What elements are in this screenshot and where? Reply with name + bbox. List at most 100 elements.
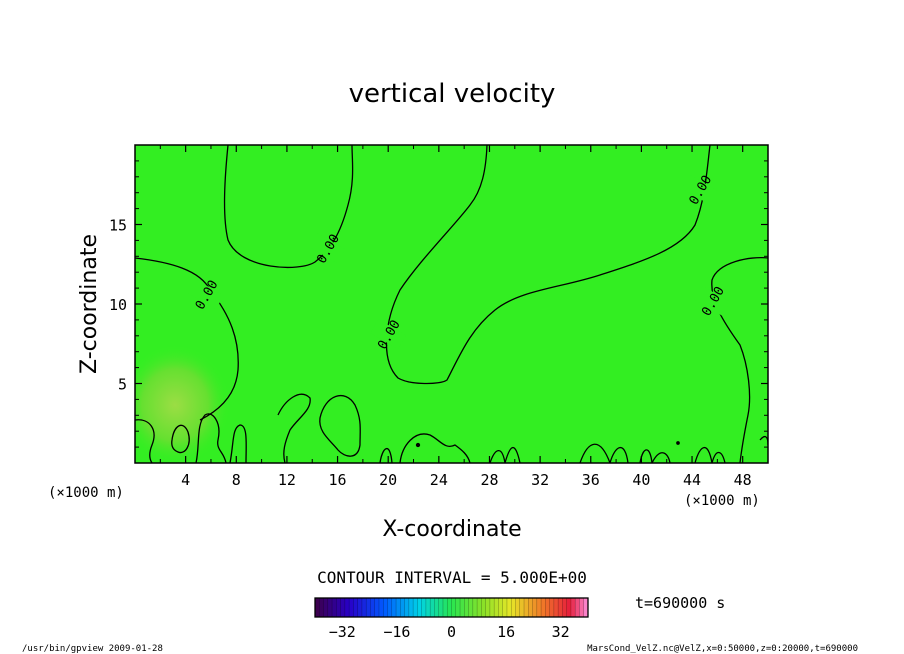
colorbar-cell [481, 598, 487, 617]
colorbar-cell [524, 598, 529, 617]
colorbar-tick-label: −16 [383, 623, 410, 641]
colorbar-tick-label: −32 [329, 623, 356, 641]
colorbar-cell [332, 598, 337, 617]
colorbar-frame [314, 597, 589, 618]
contour-line [489, 446, 521, 463]
colorbar-cell [361, 598, 367, 617]
footer-right: MarsCond_VelZ.nc@VelZ,x=0:50000,z=0:2000… [587, 644, 858, 654]
colorbar-cell [485, 598, 491, 617]
y-tick-label: 15 [109, 217, 127, 235]
colorbar-cell [541, 598, 546, 617]
contour-label-bg [188, 279, 224, 310]
colorbar-cell [327, 598, 333, 617]
colorbar-cell [579, 598, 585, 617]
x-tick-label: 12 [278, 471, 296, 489]
colorbar-cell [447, 598, 452, 617]
contour-line [195, 413, 227, 463]
colorbar-cell [455, 598, 461, 617]
footer-left: /usr/bin/gpview 2009-01-28 [22, 644, 163, 654]
colorbar-cell [472, 598, 478, 617]
colorbar-cell [575, 598, 580, 617]
colorbar-tick-label: 32 [552, 623, 570, 641]
colorbar-cell [434, 598, 440, 617]
colorbar-cell [421, 598, 427, 617]
colorbar-cell [344, 598, 350, 617]
colorbar-cell [366, 598, 371, 617]
colorbar [314, 598, 589, 617]
colorbar-cell [566, 598, 572, 617]
field-fill [135, 145, 768, 463]
x-unit-right: (×1000 m) [684, 493, 760, 509]
x-tick-label: 32 [531, 471, 549, 489]
contour-line [694, 446, 726, 463]
colorbar-cell [349, 598, 354, 617]
x-tick-label: 20 [379, 471, 397, 489]
colorbar-cell [425, 598, 431, 617]
colorbar-tick-layer: −32 −16 0 16 32 [329, 623, 570, 641]
colorbar-cell [391, 598, 397, 617]
contour-label-layer: 0.000.000.000.000.00 [188, 173, 731, 352]
colorbar-cell [553, 598, 559, 617]
chart-title: vertical velocity [349, 79, 556, 109]
contour-line [385, 145, 711, 385]
contour-dot [676, 441, 680, 445]
colorbar-cell [464, 598, 469, 617]
x-tick-label: 4 [181, 471, 190, 489]
x-tick-label: 28 [480, 471, 498, 489]
colorbar-cell [417, 598, 423, 617]
contour-line [319, 395, 361, 457]
plot-area: 0.000.000.000.000.00 [135, 145, 768, 463]
colorbar-cell [387, 598, 393, 617]
colorbar-cell [370, 598, 376, 617]
colorbar-cell [340, 598, 346, 617]
x-axis-label: X-coordinate [382, 517, 521, 542]
colorbar-cell [336, 598, 341, 617]
x-unit-left: (×1000 m) [48, 485, 124, 501]
colorbar-cell [545, 598, 551, 617]
contour-line [223, 145, 354, 269]
colorbar-tick-label: 16 [497, 623, 515, 641]
colorbar-cell [515, 598, 521, 617]
colorbar-cell [558, 598, 563, 617]
contour-lines [135, 145, 768, 463]
colorbar-cell [383, 598, 388, 617]
colorbar-cell [519, 598, 525, 617]
colorbar-cell [374, 598, 380, 617]
colorbar-cell [532, 598, 538, 617]
x-tick-label: 44 [683, 471, 701, 489]
y-tick-label: 5 [118, 376, 127, 394]
colorbar-cell [506, 598, 512, 617]
x-tick-label: 16 [329, 471, 347, 489]
colorbar-cell [319, 598, 324, 617]
contour-label-bg [309, 233, 346, 264]
contour-label-bg [681, 174, 718, 205]
warm-patch [135, 345, 230, 463]
colorbar-cell [502, 598, 508, 617]
x-tick-label: 8 [232, 471, 241, 489]
x-tick-label: 48 [734, 471, 752, 489]
colorbar-cell [536, 598, 542, 617]
colorbar-cell [583, 598, 589, 617]
colorbar-cell [396, 598, 401, 617]
x-tick-label: 36 [582, 471, 600, 489]
colorbar-cell [549, 598, 555, 617]
colorbar-tick-label: 0 [447, 623, 456, 641]
colorbar-cell [477, 598, 482, 617]
contour-line [711, 256, 768, 463]
colorbar-cell [451, 598, 457, 617]
colorbar-cell [528, 598, 533, 617]
colorbar-cell [378, 598, 384, 617]
time-label: t=690000 s [635, 594, 725, 612]
y-tick-label: 10 [109, 296, 127, 314]
colorbar-cell [323, 598, 329, 617]
contour-line [229, 424, 247, 463]
colorbar-cell [494, 598, 499, 617]
contour-line [135, 419, 155, 463]
colorbar-cell [400, 598, 405, 617]
colorbar-cell [460, 598, 465, 617]
x-tick-label: 24 [430, 471, 448, 489]
contour-line [639, 449, 671, 463]
colorbar-cell [357, 598, 363, 617]
